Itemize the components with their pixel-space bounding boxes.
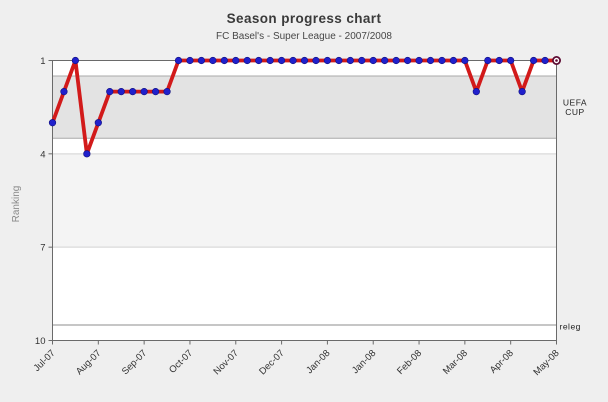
- data-point: [232, 56, 240, 65]
- data-point: [117, 88, 125, 96]
- data-point: [83, 150, 91, 158]
- data-point: [186, 56, 194, 65]
- data-point: [495, 56, 503, 65]
- data-point: [507, 56, 515, 65]
- y-tick-label: 4: [40, 149, 45, 160]
- data-point: [289, 56, 297, 65]
- y-tick-label: 7: [40, 243, 45, 254]
- data-point: [106, 88, 114, 96]
- data-point: [449, 56, 458, 65]
- y-tick-label: 1: [40, 56, 45, 67]
- data-point: [346, 56, 354, 65]
- x-tick-label: Sep-07: [120, 348, 149, 377]
- data-point: [140, 88, 148, 96]
- data-point: [163, 88, 171, 96]
- chart-title: Season progress chart: [227, 11, 382, 26]
- x-tick-label: Aug-07: [74, 348, 103, 377]
- x-tick-label: Dec-07: [257, 348, 286, 377]
- zone-label: releg: [560, 322, 581, 332]
- data-point: [266, 56, 274, 65]
- x-tick-label: Jan-08: [304, 348, 332, 376]
- data-point: [518, 88, 526, 96]
- data-point: [484, 56, 492, 65]
- data-point: [300, 56, 309, 65]
- data-point: [438, 56, 446, 65]
- data-point: [472, 88, 480, 96]
- data-point: [369, 56, 377, 65]
- x-tick-label: Mar-08: [441, 348, 470, 377]
- data-point: [129, 88, 137, 96]
- data-point: [151, 88, 160, 96]
- final-data-point-dot: [555, 59, 558, 62]
- zone-label: UEFA: [563, 97, 587, 107]
- data-point: [335, 56, 343, 65]
- data-point: [174, 56, 183, 65]
- x-tick-label: May-08: [531, 348, 561, 378]
- data-point: [94, 119, 102, 127]
- data-point: [403, 56, 412, 65]
- data-point: [415, 56, 423, 65]
- y-axis-title: Ranking: [11, 186, 22, 223]
- x-tick-label: Apr-08: [488, 348, 516, 376]
- data-point: [277, 56, 286, 65]
- data-point: [426, 56, 435, 65]
- zone-band: [52, 153, 557, 248]
- data-point: [381, 56, 389, 65]
- data-point: [48, 119, 57, 127]
- data-point: [71, 56, 80, 65]
- x-tick-label: Nov-07: [211, 348, 240, 377]
- data-point: [529, 56, 538, 65]
- data-point: [392, 56, 400, 65]
- zone-band: [52, 324, 557, 341]
- zone-band: [52, 76, 557, 139]
- data-point: [461, 56, 469, 65]
- data-point: [243, 56, 251, 65]
- data-point: [323, 56, 332, 65]
- data-point: [197, 56, 206, 65]
- chart-subtitle: FC Basel's - Super League - 2007/2008: [216, 31, 392, 42]
- data-point: [60, 88, 68, 96]
- data-point: [209, 56, 217, 65]
- x-tick-label: Jul-07: [32, 348, 58, 374]
- data-point: [312, 56, 320, 65]
- data-point: [358, 56, 366, 65]
- x-tick-label: Jan-08: [350, 348, 378, 376]
- x-tick-label: Oct-07: [167, 348, 195, 376]
- data-point: [220, 56, 228, 65]
- zone-label: CUP: [565, 107, 584, 117]
- data-point: [255, 56, 263, 65]
- y-tick-label: 10: [35, 336, 46, 347]
- x-tick-label: Feb-08: [395, 348, 424, 377]
- data-point: [541, 56, 549, 65]
